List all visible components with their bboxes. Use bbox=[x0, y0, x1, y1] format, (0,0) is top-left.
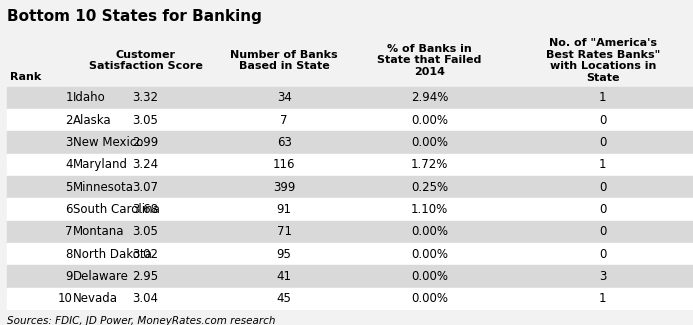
Text: 71: 71 bbox=[277, 225, 292, 238]
Text: 45: 45 bbox=[277, 292, 292, 305]
Text: 3.05: 3.05 bbox=[132, 114, 159, 127]
Bar bbox=[7, 243, 693, 265]
Text: 3.32: 3.32 bbox=[132, 91, 159, 104]
Text: 0.00%: 0.00% bbox=[411, 225, 448, 238]
Text: 10: 10 bbox=[58, 292, 73, 305]
Text: Delaware: Delaware bbox=[73, 270, 129, 283]
Text: 0.00%: 0.00% bbox=[411, 292, 448, 305]
Text: 3.24: 3.24 bbox=[132, 158, 159, 171]
Bar bbox=[7, 221, 693, 243]
Text: 1: 1 bbox=[599, 292, 606, 305]
Text: New Mexico: New Mexico bbox=[73, 136, 143, 149]
Text: 4: 4 bbox=[65, 158, 73, 171]
Text: 7: 7 bbox=[65, 225, 73, 238]
Text: 1: 1 bbox=[599, 91, 606, 104]
Text: 399: 399 bbox=[273, 181, 295, 194]
Text: 0: 0 bbox=[599, 203, 606, 216]
Text: 0.25%: 0.25% bbox=[411, 181, 448, 194]
Text: 91: 91 bbox=[277, 203, 292, 216]
Bar bbox=[7, 109, 693, 131]
Text: 2.99: 2.99 bbox=[132, 136, 159, 149]
Bar bbox=[7, 265, 693, 288]
Text: 8: 8 bbox=[65, 248, 73, 261]
Text: North Dakota: North Dakota bbox=[73, 248, 152, 261]
Text: 0: 0 bbox=[599, 181, 606, 194]
Text: 0: 0 bbox=[599, 136, 606, 149]
Text: 2: 2 bbox=[65, 114, 73, 127]
Text: 3.07: 3.07 bbox=[132, 181, 159, 194]
Text: % of Banks in
State that Failed
2014: % of Banks in State that Failed 2014 bbox=[378, 44, 482, 77]
Text: 63: 63 bbox=[277, 136, 292, 149]
Text: 1: 1 bbox=[65, 91, 73, 104]
Text: 3.02: 3.02 bbox=[132, 248, 159, 261]
Text: 0.00%: 0.00% bbox=[411, 136, 448, 149]
Text: 6: 6 bbox=[65, 203, 73, 216]
Text: Minnesota: Minnesota bbox=[73, 181, 134, 194]
Text: Alaska: Alaska bbox=[73, 114, 112, 127]
Text: Idaho: Idaho bbox=[73, 91, 105, 104]
Text: 2.95: 2.95 bbox=[132, 270, 159, 283]
Text: 3.04: 3.04 bbox=[132, 292, 159, 305]
Text: 3.05: 3.05 bbox=[132, 225, 159, 238]
Text: 3: 3 bbox=[599, 270, 606, 283]
Text: 1.10%: 1.10% bbox=[411, 203, 448, 216]
Bar bbox=[7, 87, 693, 109]
Text: 9: 9 bbox=[65, 270, 73, 283]
Text: 0: 0 bbox=[599, 248, 606, 261]
Text: 0: 0 bbox=[599, 225, 606, 238]
Text: 1: 1 bbox=[599, 158, 606, 171]
Text: 1.72%: 1.72% bbox=[411, 158, 448, 171]
Bar bbox=[7, 176, 693, 198]
Text: 3: 3 bbox=[65, 136, 73, 149]
Text: 2.94%: 2.94% bbox=[411, 91, 448, 104]
Bar bbox=[7, 131, 693, 154]
Text: 116: 116 bbox=[273, 158, 295, 171]
Text: 95: 95 bbox=[277, 248, 292, 261]
Text: Number of Banks
Based in State: Number of Banks Based in State bbox=[230, 50, 338, 71]
Text: Sources: FDIC, JD Power, MoneyRates.com research: Sources: FDIC, JD Power, MoneyRates.com … bbox=[7, 316, 275, 325]
Text: Rank: Rank bbox=[10, 72, 42, 82]
Text: 41: 41 bbox=[277, 270, 292, 283]
Text: 0.00%: 0.00% bbox=[411, 270, 448, 283]
Text: 3.68: 3.68 bbox=[132, 203, 159, 216]
Text: 0: 0 bbox=[599, 114, 606, 127]
Bar bbox=[7, 154, 693, 176]
Text: Nevada: Nevada bbox=[73, 292, 118, 305]
Text: 0.00%: 0.00% bbox=[411, 248, 448, 261]
Bar bbox=[7, 37, 693, 87]
Text: 34: 34 bbox=[277, 91, 292, 104]
Text: No. of "America's
Best Rates Banks"
with Locations in
State: No. of "America's Best Rates Banks" with… bbox=[546, 38, 660, 83]
Bar bbox=[7, 288, 693, 310]
Text: Montana: Montana bbox=[73, 225, 124, 238]
Text: 7: 7 bbox=[281, 114, 288, 127]
Text: Bottom 10 States for Banking: Bottom 10 States for Banking bbox=[7, 9, 262, 24]
Bar bbox=[7, 198, 693, 221]
Text: South Carolina: South Carolina bbox=[73, 203, 159, 216]
Text: 5: 5 bbox=[65, 181, 73, 194]
Text: 0.00%: 0.00% bbox=[411, 114, 448, 127]
Text: Customer
Satisfaction Score: Customer Satisfaction Score bbox=[89, 50, 202, 71]
Text: Maryland: Maryland bbox=[73, 158, 128, 171]
